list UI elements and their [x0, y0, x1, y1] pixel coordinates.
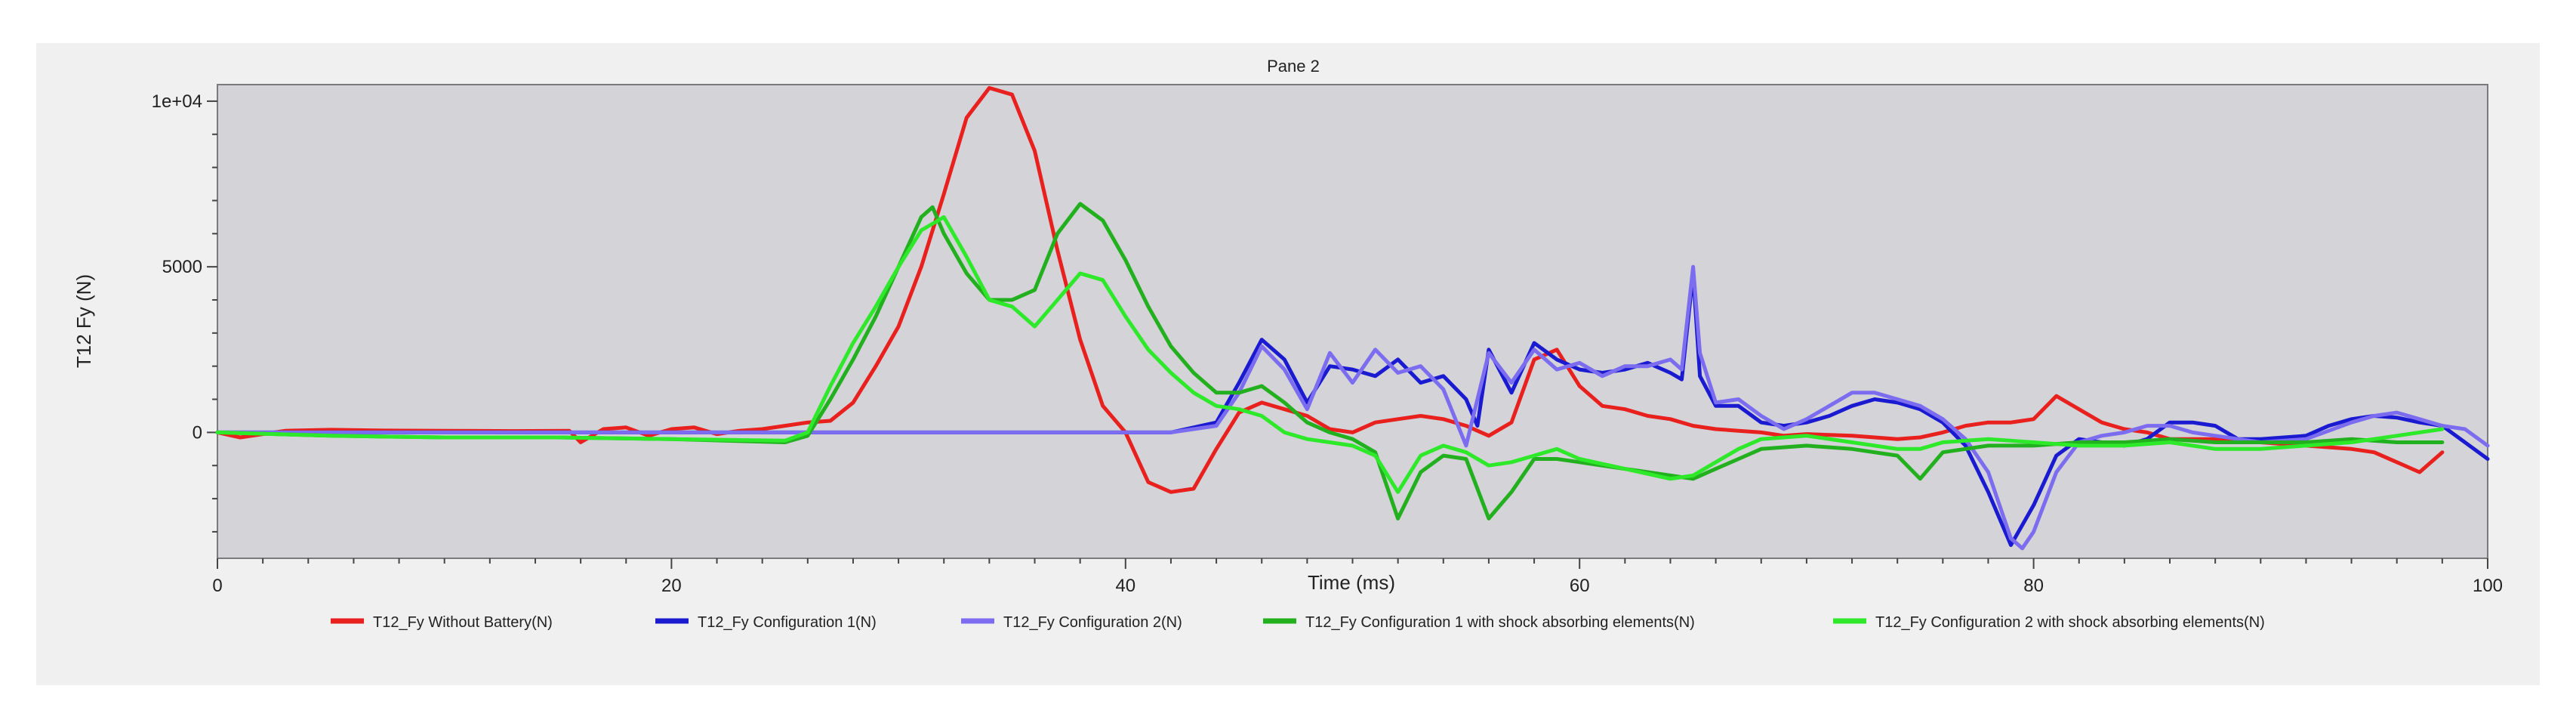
series-line-1	[215, 85, 2445, 494]
series-line-5	[215, 215, 2445, 494]
x-tick-label: 60	[1570, 576, 1590, 596]
x-tick-label: 20	[661, 576, 682, 596]
legend-label-5: T12_Fy Configuration 2 with shock absorb…	[1875, 614, 2265, 631]
x-tick-label: 40	[1115, 576, 1135, 596]
x-tick-label: 100	[2473, 576, 2503, 596]
legend-label-4: T12_Fy Configuration 1 with shock absorb…	[1305, 614, 1695, 631]
chart-title: Pane 2	[1267, 57, 1320, 76]
series-line-2	[215, 271, 2490, 547]
legend-label-3: T12_Fy Configuration 2(N)	[1003, 614, 1182, 631]
y-tick-label: 5000	[162, 257, 202, 277]
legend-label-1: T12_Fy Without Battery(N)	[373, 614, 553, 631]
y-tick-label: 0	[193, 422, 202, 443]
y-tick-label: 1e+04	[152, 91, 202, 112]
series-line-3	[215, 264, 2490, 551]
x-tick-label: 80	[2023, 576, 2044, 596]
plot-area	[217, 84, 2488, 559]
x-tick-label: 0	[212, 576, 222, 596]
legend: T12_Fy Without Battery(N) T12_Fy Configur…	[331, 614, 2265, 631]
series-layer	[215, 85, 2490, 551]
y-axis-label: T12 Fy (N)	[72, 274, 95, 368]
x-axis-label: Time (ms)	[1308, 571, 1395, 594]
chart-panel: Pane 2 0 5000 1e+04 0 20 40 60 80 100 Time (ms)…	[36, 43, 2540, 685]
y-axis: 0 5000 1e+04	[152, 91, 217, 533]
series-line-4	[215, 202, 2445, 521]
legend-label-2: T12_Fy Configuration 1(N)	[698, 614, 877, 631]
line-chart: Pane 2 0 5000 1e+04 0 20 40 60 80 100 Time (ms)…	[72, 57, 2503, 631]
x-axis: 0 20 40 60 80 100	[212, 558, 2503, 596]
